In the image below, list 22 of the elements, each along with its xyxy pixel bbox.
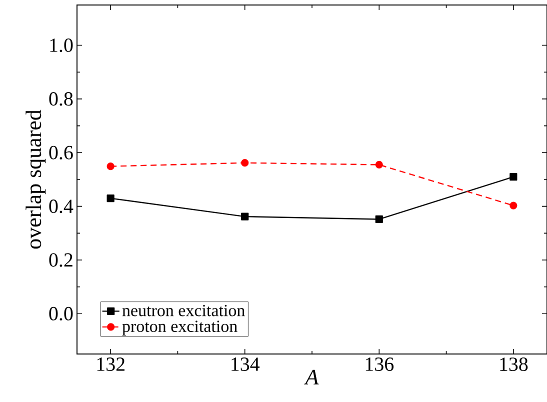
point (106, 194, 114, 202)
point (241, 159, 249, 167)
point (106, 162, 114, 170)
point (510, 202, 518, 210)
point (241, 212, 249, 220)
y-tick-label: 0.4 (49, 200, 74, 214)
y-tick-label: 0.8 (49, 92, 73, 106)
point (375, 215, 383, 224)
x-tick-label: 138 (500, 358, 528, 372)
y-tick-label: 0.6 (49, 146, 73, 160)
point (375, 160, 383, 169)
x-tick-label: 136 (366, 358, 394, 371)
legend-label: neutron excitation (122, 304, 245, 316)
y-tick-label: 1.0 (50, 38, 73, 52)
legend-label: proton excitation (122, 320, 238, 336)
x-tick-label: 132 (97, 358, 124, 371)
y-axis-title: overlap squared (26, 110, 46, 249)
x-axis-title: A (304, 370, 319, 384)
x-tick-label: 134 (232, 358, 260, 371)
y-tick-label: 0.0 (49, 306, 73, 321)
point (510, 173, 518, 181)
y-tick-label: 0.2 (49, 253, 72, 267)
